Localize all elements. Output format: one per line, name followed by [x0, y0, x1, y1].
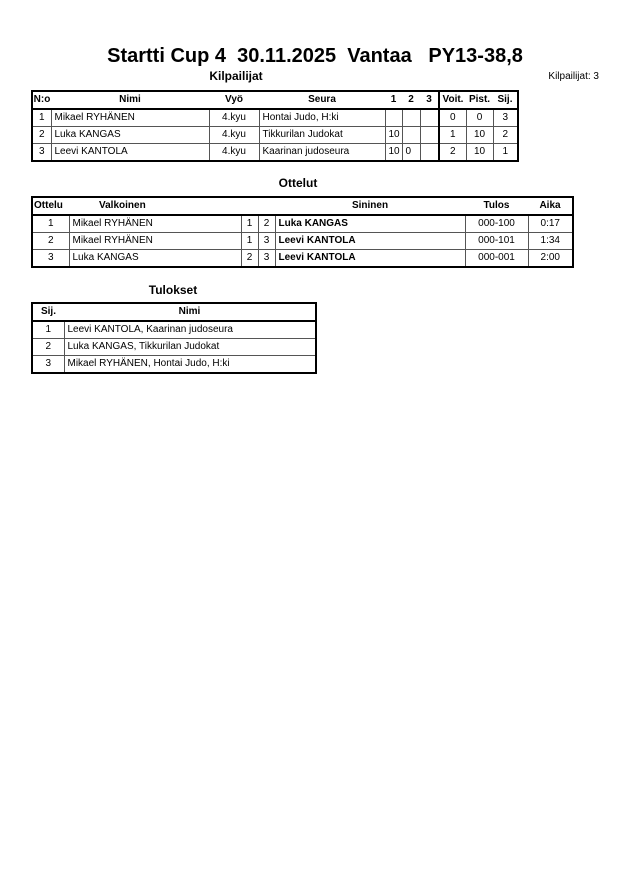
matches-table: Ottelu Valkoinen Sininen Tulos Aika 1 Mik…	[31, 196, 574, 268]
col-header: N:o	[32, 91, 51, 110]
table-cell: Leevi KANTOLA, Kaarinan judoseura	[63, 320, 317, 339]
table-cell: 10	[384, 143, 403, 162]
table-row: 3 Leevi KANTOLA 4.kyu Kaarinan judoseura 10 0…	[31, 143, 519, 162]
col-header: Tulos	[465, 197, 528, 216]
table-cell: 2	[240, 249, 259, 268]
table-row: 3 Luka KANGAS 2 3 Leevi KANTOLA 000-001 2:00	[31, 249, 574, 268]
table-cell: 10	[465, 143, 494, 162]
table-cell: Mikael RYHÄNEN	[50, 108, 210, 127]
competitors-heading: Kilpailijat	[209, 69, 263, 83]
table-cell: 000-100	[464, 214, 529, 233]
col-header: Nimi	[51, 91, 209, 110]
col-header: Pist.	[466, 91, 493, 110]
table-cell: 3	[31, 249, 70, 268]
col-header: Sij.	[32, 303, 64, 322]
table-cell: 2	[257, 214, 276, 233]
table-cell: 1	[31, 108, 52, 127]
table-row: 2 Mikael RYHÄNEN 1 3 Leevi KANTOLA 000-101 1:3…	[31, 232, 574, 250]
table-cell: 1	[492, 143, 519, 162]
col-header: Sininen	[275, 197, 465, 216]
table-cell: 3	[257, 232, 276, 250]
table-cell: 0:17	[527, 214, 574, 233]
col-header: Nimi	[64, 303, 316, 322]
table-cell	[384, 108, 403, 127]
results-heading: Tulokset	[148, 283, 198, 297]
table-cell: 1	[438, 126, 467, 144]
table-row: 2 Luka KANGAS, Tikkurilan Judokat	[31, 338, 317, 356]
table-row: 1 Mikael RYHÄNEN 1 2 Luka KANGAS 000-100 0:17	[31, 214, 574, 233]
table-cell: 2	[31, 126, 52, 144]
table-cell: 10	[384, 126, 403, 144]
results-table: Sij. Nimi 1 Leevi KANTOLA, Kaarinan judos…	[31, 302, 317, 374]
page-title: Startti Cup 4 30.11.2025 Vantaa PY13-38,…	[107, 45, 523, 67]
table-header: Sij. Nimi	[32, 303, 316, 322]
table-row: 1 Leevi KANTOLA, Kaarinan judoseura	[31, 320, 317, 339]
table-cell: Luka KANGAS	[274, 214, 466, 233]
table-cell: Leevi KANTOLA	[274, 249, 466, 268]
table-cell: Leevi KANTOLA	[50, 143, 210, 162]
table-cell: 1	[31, 320, 65, 339]
table-cell	[419, 143, 440, 162]
table-cell: 3	[31, 355, 65, 374]
col-header: 1	[385, 91, 402, 110]
table-cell: 1	[240, 214, 259, 233]
table-row: 3 Mikael RYHÄNEN, Hontai Judo, H:ki	[31, 355, 317, 374]
col-header: 2	[402, 91, 420, 110]
table-cell: Luka KANGAS	[50, 126, 210, 144]
col-header: Sij.	[493, 91, 518, 110]
table-cell: Mikael RYHÄNEN, Hontai Judo, H:ki	[63, 355, 317, 374]
table-cell: 4.kyu	[208, 126, 260, 144]
table-cell: 2	[492, 126, 519, 144]
col-header: Aika	[528, 197, 573, 216]
table-cell: Luka KANGAS	[68, 249, 242, 268]
table-cell	[419, 108, 440, 127]
table-row: 1 Mikael RYHÄNEN 4.kyu Hontai Judo, H:ki 0 0 3	[31, 108, 519, 127]
table-cell: Mikael RYHÄNEN	[68, 214, 242, 233]
table-cell	[401, 126, 421, 144]
table-cell: 000-101	[464, 232, 529, 250]
col-header: 3	[420, 91, 439, 110]
table-cell: 3	[257, 249, 276, 268]
table-cell: 3	[31, 143, 52, 162]
table-cell: Leevi KANTOLA	[274, 232, 466, 250]
table-cell: Hontai Judo, H:ki	[258, 108, 386, 127]
table-cell: 1:34	[527, 232, 574, 250]
table-cell: 2	[31, 338, 65, 356]
table-cell	[419, 126, 440, 144]
table-row: 2 Luka KANGAS 4.kyu Tikkurilan Judokat 10 1 10…	[31, 126, 519, 144]
table-cell: 1	[240, 232, 259, 250]
table-cell: 3	[492, 108, 519, 127]
table-cell: Tikkurilan Judokat	[258, 126, 386, 144]
table-cell: Luka KANGAS, Tikkurilan Judokat	[63, 338, 317, 356]
table-cell: 1	[31, 214, 70, 233]
col-header: Vyö	[209, 91, 259, 110]
col-header: Ottelu	[32, 197, 69, 216]
table-cell: 2	[438, 143, 467, 162]
table-header: Ottelu Valkoinen Sininen Tulos Aika	[32, 197, 573, 216]
table-cell: Mikael RYHÄNEN	[68, 232, 242, 250]
table-cell: 10	[465, 126, 494, 144]
col-header: Seura	[259, 91, 385, 110]
table-cell: 000-001	[464, 249, 529, 268]
competitors-table: N:o Nimi Vyö Seura 1 2 3 Voit. Pist. Sij…	[31, 90, 519, 162]
table-cell: Kaarinan judoseura	[258, 143, 386, 162]
competitor-count: Kilpailijat: 3	[548, 71, 599, 82]
table-cell: 2	[31, 232, 70, 250]
table-cell	[401, 108, 421, 127]
table-cell: 0	[401, 143, 421, 162]
table-cell: 0	[438, 108, 467, 127]
table-header: N:o Nimi Vyö Seura 1 2 3 Voit. Pist. Sij…	[32, 91, 518, 110]
matches-heading: Ottelut	[278, 176, 318, 190]
col-header: Voit.	[438, 91, 466, 110]
table-cell: 2:00	[527, 249, 574, 268]
table-cell: 4.kyu	[208, 108, 260, 127]
col-header: Valkoinen	[69, 197, 275, 216]
table-cell: 0	[465, 108, 494, 127]
table-cell: 4.kyu	[208, 143, 260, 162]
